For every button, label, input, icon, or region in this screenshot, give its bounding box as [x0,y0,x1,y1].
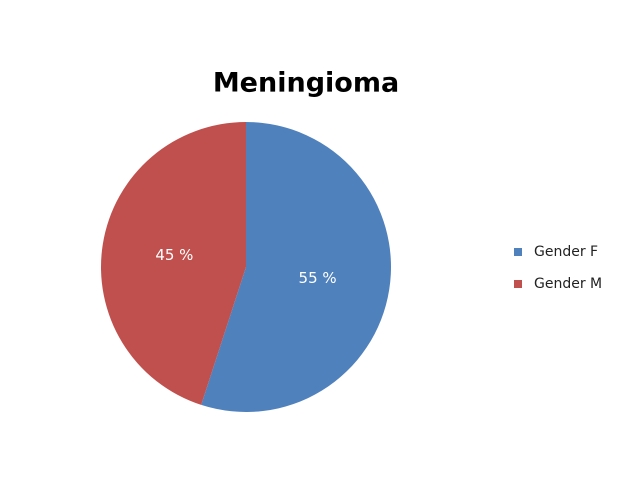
legend-label: Gender M [534,276,602,292]
legend-swatch [514,280,522,288]
data-label: 55 % [299,269,337,287]
pie-slice [201,122,391,412]
data-label: 45 % [155,246,193,264]
legend-label: Gender F [534,244,598,260]
chart-title: Meningioma [213,68,399,99]
pie-slice [101,122,246,405]
legend-swatch [514,248,522,256]
